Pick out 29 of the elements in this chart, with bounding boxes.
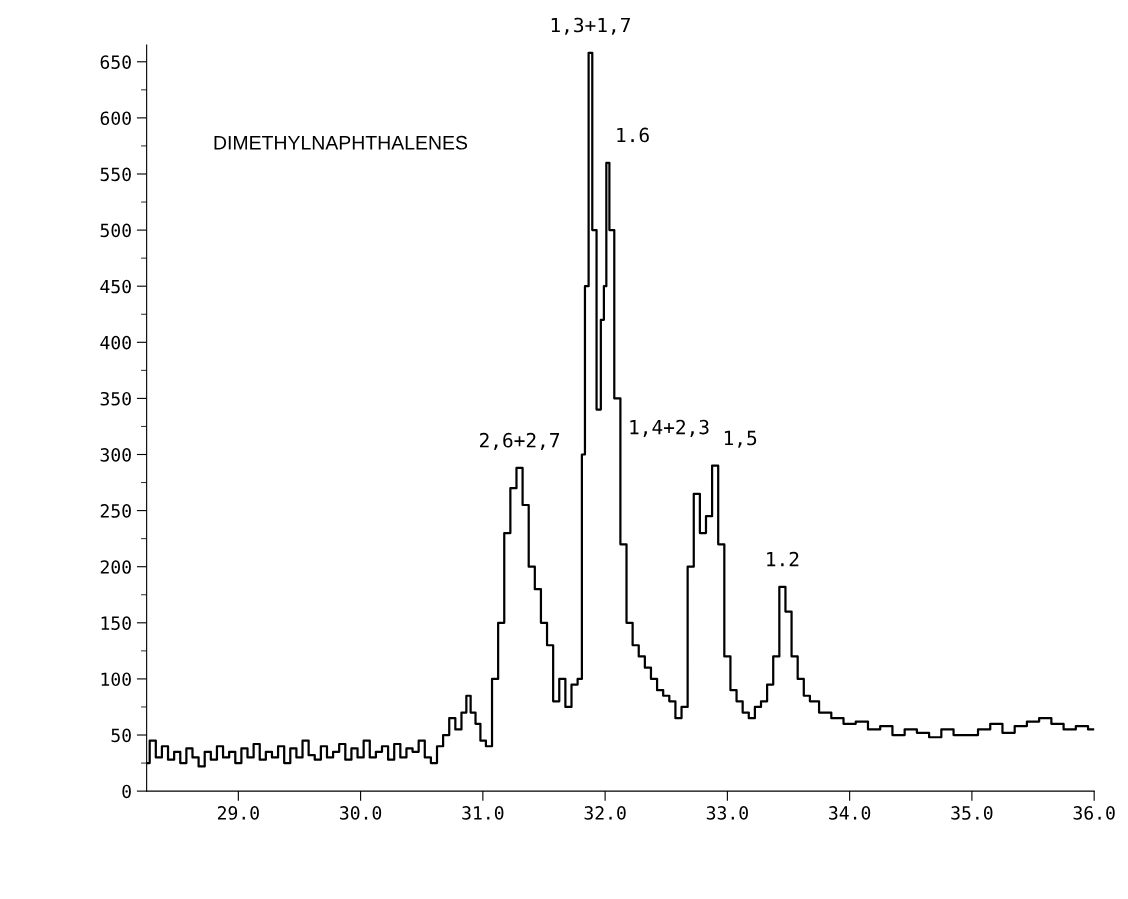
- y-tick-label: 250: [100, 504, 131, 518]
- annotation: 1.6: [617, 127, 649, 143]
- y-tick-label: 550: [100, 167, 131, 182]
- y-tick-label: 450: [100, 279, 131, 294]
- y-tick-label: 650: [100, 55, 131, 69]
- y-tick-label: 200: [100, 560, 131, 574]
- y-tick-label: 300: [100, 448, 131, 462]
- x-tick-label: 35.0: [951, 806, 993, 820]
- x-tick-label: 31.0: [462, 806, 504, 820]
- x-tick-label: 32.0: [584, 806, 626, 820]
- annotation: 2,6+2,7: [480, 432, 560, 450]
- text: DIMETHYLNAPHTHALENES: [214, 135, 468, 150]
- annotation: 1,3+1,7: [551, 17, 630, 35]
- x-tick-label: 34.0: [829, 806, 871, 820]
- y-tick-label: 100: [101, 672, 131, 687]
- annotation: 1.2: [767, 551, 799, 567]
- x-tick-label: 30.0: [340, 806, 382, 820]
- x-tick-label: 36.0: [1073, 806, 1115, 820]
- y-tick-label: 150: [101, 616, 131, 630]
- annotation: 1,4+2,3: [630, 419, 709, 437]
- y-tick-label: 600: [100, 111, 131, 126]
- y-tick-label: 500: [100, 223, 131, 238]
- annotation: 1,5: [724, 430, 757, 448]
- x-tick-label: 29.0: [217, 806, 259, 820]
- y-tick-label: 0: [122, 784, 131, 799]
- y-tick-label: 50: [111, 728, 131, 743]
- x-tick-label: 33.0: [706, 806, 748, 820]
- y-tick-label: 400: [100, 335, 131, 350]
- y-tick-label: 350: [100, 391, 131, 406]
